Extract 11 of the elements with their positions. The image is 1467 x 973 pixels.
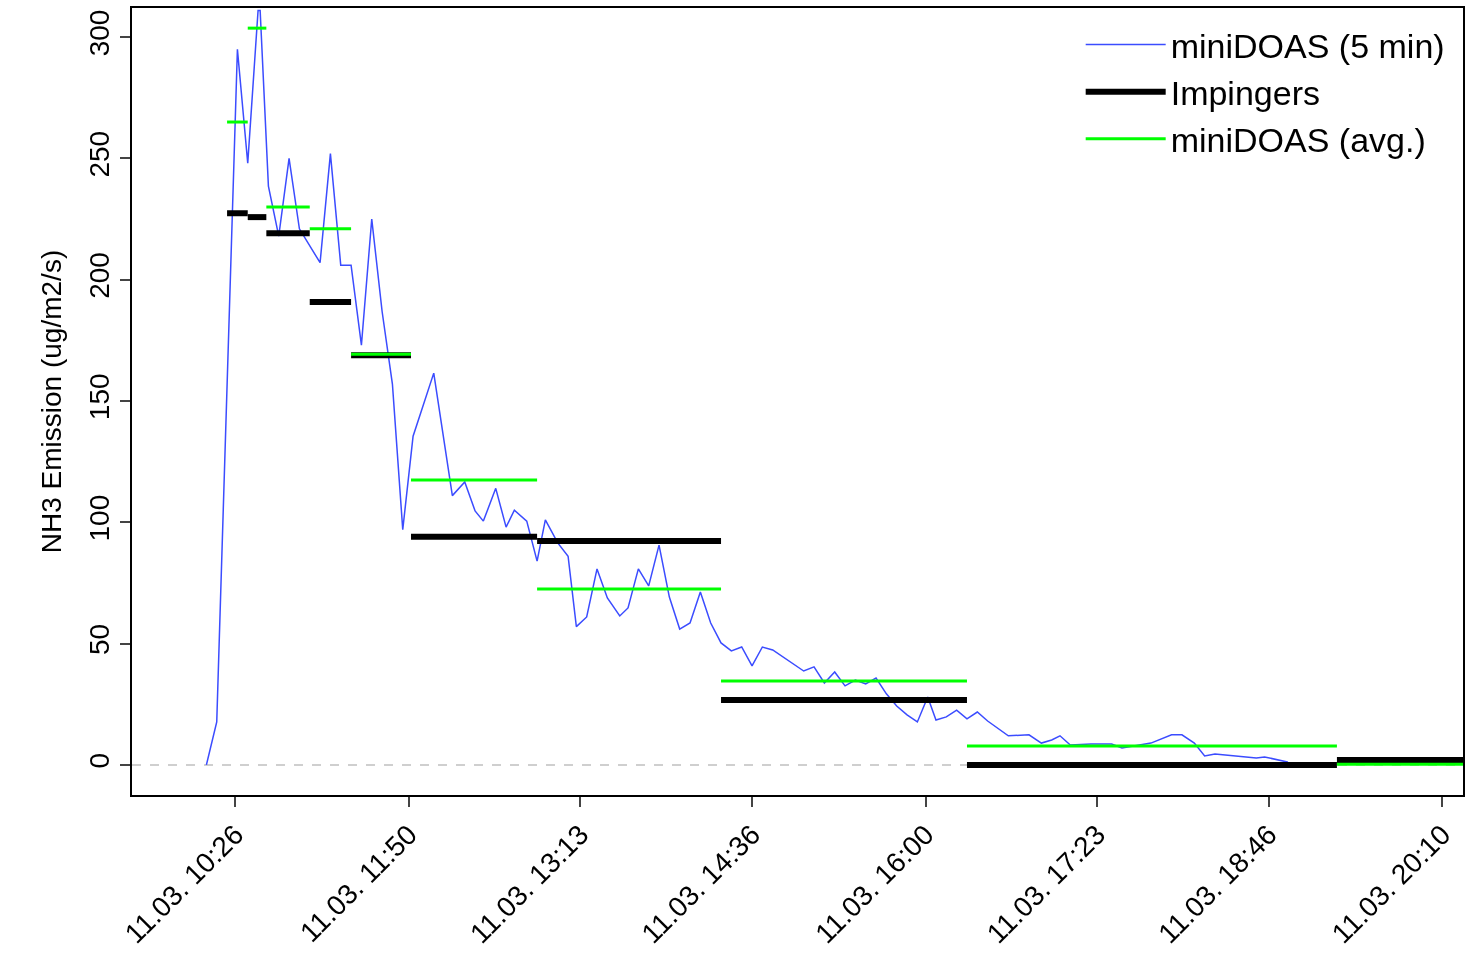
legend-label: Impingers bbox=[1170, 73, 1320, 112]
y-tick-label: 50 bbox=[83, 623, 115, 655]
y-tick-label: 200 bbox=[83, 252, 115, 299]
y-tick-label: 250 bbox=[83, 130, 115, 178]
y-axis-title: NH3 Emission (ug/m2/s) bbox=[36, 249, 67, 554]
legend-label: miniDOAS (avg.) bbox=[1170, 121, 1426, 160]
y-tick-label: 0 bbox=[83, 752, 115, 769]
y-tick-label: 300 bbox=[83, 9, 115, 57]
y-tick-label: 100 bbox=[83, 494, 115, 542]
legend-label: miniDOAS (5 min) bbox=[1170, 26, 1445, 65]
y-tick-label: 150 bbox=[83, 373, 115, 421]
